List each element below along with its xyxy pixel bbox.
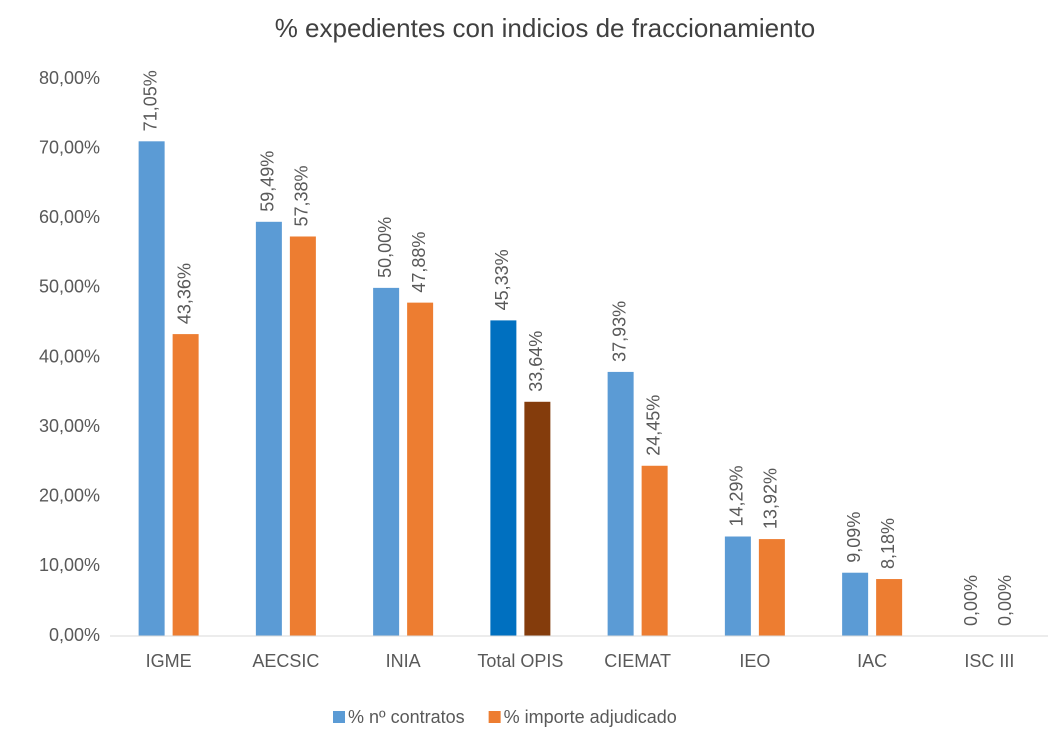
data-label: 37,93% xyxy=(609,301,629,362)
data-label: 47,88% xyxy=(409,232,429,293)
bar xyxy=(407,302,434,636)
y-tick-label: 80,00% xyxy=(39,68,100,88)
bar xyxy=(607,371,634,636)
x-tick-label: Total OPIS xyxy=(477,651,563,671)
x-tick-label: CIEMAT xyxy=(604,651,671,671)
y-tick-label: 10,00% xyxy=(39,555,100,575)
bar xyxy=(758,539,785,636)
data-label: 33,64% xyxy=(526,331,546,392)
x-tick-label: IAC xyxy=(857,651,887,671)
y-tick-label: 50,00% xyxy=(39,277,100,297)
data-label: 0,00% xyxy=(995,575,1015,626)
data-label: 57,38% xyxy=(292,165,312,226)
y-tick-label: 60,00% xyxy=(39,207,100,227)
legend-label: % importe adjudicado xyxy=(504,707,677,727)
data-label: 43,36% xyxy=(174,263,194,324)
bar xyxy=(876,579,903,636)
data-label: 24,45% xyxy=(643,395,663,456)
data-label: 50,00% xyxy=(375,217,395,278)
y-tick-label: 20,00% xyxy=(39,486,100,506)
x-tick-label: IEO xyxy=(739,651,770,671)
bar xyxy=(289,236,316,636)
y-tick-label: 40,00% xyxy=(39,346,100,366)
bar xyxy=(373,287,400,636)
legend-swatch xyxy=(333,711,345,723)
bar xyxy=(255,221,282,636)
data-label: 59,49% xyxy=(258,151,278,212)
data-label: 45,33% xyxy=(492,249,512,310)
bar xyxy=(524,401,551,636)
legend-label: % nº contratos xyxy=(348,707,465,727)
data-label: 13,92% xyxy=(761,468,781,529)
x-tick-label: AECSIC xyxy=(252,651,319,671)
bar xyxy=(724,536,751,636)
x-tick-label: IGME xyxy=(146,651,192,671)
bar xyxy=(490,320,517,636)
bar xyxy=(172,334,199,636)
data-label: 0,00% xyxy=(961,575,981,626)
y-tick-label: 30,00% xyxy=(39,416,100,436)
data-label: 14,29% xyxy=(727,465,747,526)
data-label: 8,18% xyxy=(878,518,898,569)
bar xyxy=(138,141,165,636)
data-label: 71,05% xyxy=(140,70,160,131)
chart-title: % expedientes con indicios de fraccionam… xyxy=(275,13,816,43)
legend-swatch xyxy=(488,711,501,723)
data-label: 9,09% xyxy=(844,512,864,563)
bar xyxy=(842,572,869,636)
y-tick-label: 70,00% xyxy=(39,137,100,157)
y-tick-label: 0,00% xyxy=(49,625,100,645)
bar xyxy=(641,465,668,636)
x-tick-label: INIA xyxy=(386,651,421,671)
x-tick-label: ISC III xyxy=(964,651,1014,671)
